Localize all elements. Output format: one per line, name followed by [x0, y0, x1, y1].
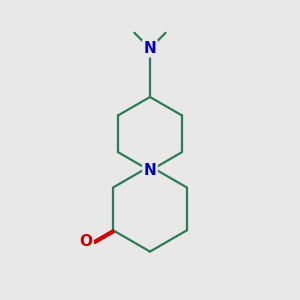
- Text: N: N: [144, 41, 156, 56]
- Text: N: N: [144, 163, 156, 178]
- Text: O: O: [79, 234, 92, 249]
